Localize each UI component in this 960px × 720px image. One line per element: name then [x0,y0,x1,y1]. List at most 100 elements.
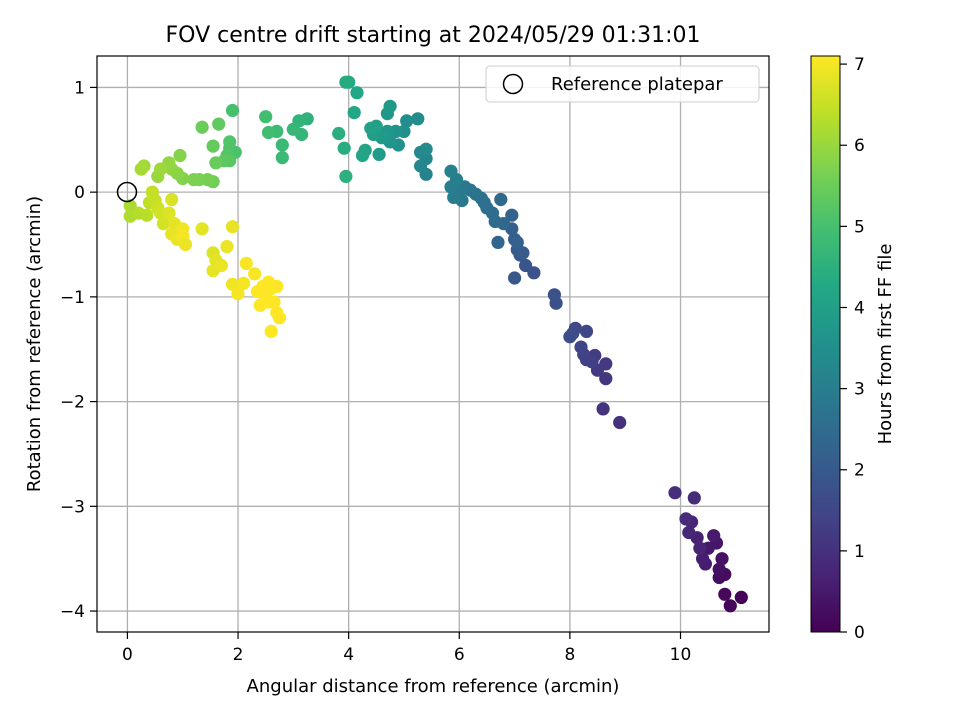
y-tick-label: −3 [60,497,85,517]
colorbar-tick-label: 2 [854,461,865,481]
colorbar-tick-label: 4 [854,298,865,318]
colorbar-tick-label: 5 [854,217,865,237]
data-point [187,173,201,187]
data-point [178,237,193,252]
colorbar-tick-label: 0 [854,623,865,643]
colorbar-tick-label: 6 [854,136,865,156]
grid-lines [97,56,769,632]
data-point [209,156,223,170]
data-point [668,486,682,500]
legend: Reference platepar [485,65,760,103]
data-point [220,240,234,254]
colorbar-tick-label: 3 [854,380,865,400]
data-point [547,288,562,302]
data-point [383,99,397,113]
x-tick-label: 0 [122,645,133,665]
data-point [355,148,370,163]
y-tick-label: −1 [60,288,85,308]
y-tick-label: −4 [60,602,85,622]
data-point [712,562,726,576]
data-point [225,220,240,234]
data-point [165,192,179,207]
data-point [212,117,226,131]
data-point [173,148,187,163]
colorbar-tick-label: 7 [854,55,865,75]
reference-point-marker [116,181,138,203]
data-point [400,114,414,128]
chart-title: FOV centre drift starting at 2024/05/29 … [166,23,701,48]
data-point [248,267,262,281]
x-tick-label: 10 [670,645,692,665]
data-point [414,159,428,173]
data-point [491,235,505,249]
data-point [264,324,278,338]
data-point [214,258,228,273]
data-point [239,256,253,270]
data-point [682,525,696,540]
scatter-points [123,75,748,613]
data-point [223,135,237,149]
data-point [679,512,693,526]
data-point [364,121,378,135]
x-tick-label: 4 [343,645,354,665]
data-point [494,192,508,207]
y-axis-label: Rotation from reference (arcmin) [24,196,45,492]
y-tick-label: −2 [60,393,85,413]
x-tick-label: 6 [454,645,465,665]
data-point [162,206,176,220]
data-point [195,222,209,236]
x-tick-label: 8 [564,645,575,665]
data-point [339,75,353,89]
data-point [715,552,729,566]
data-point [510,235,524,249]
data-point [286,122,300,136]
data-point [350,86,364,100]
data-point [613,415,627,430]
data-point [332,126,346,141]
legend-box [485,65,760,103]
data-point [516,246,530,260]
data-point [275,151,289,165]
data-point [723,599,737,613]
data-point [195,120,209,134]
x-axis-ticks: 0 2 4 6 8 10 [122,632,691,665]
data-point [347,106,361,120]
plot-frame [96,55,770,633]
data-point [734,590,748,605]
data-point [563,330,577,344]
data-point [696,552,710,566]
data-point [596,402,610,416]
data-point [134,162,148,176]
colorbar [810,55,841,633]
x-axis-label: Angular distance from reference (arcmin) [247,676,620,697]
data-point [687,491,701,505]
y-tick-label: 0 [74,183,85,203]
y-axis-ticks: 1 0 −1 −2 −3 −4 [60,78,97,622]
data-point [140,208,154,222]
data-point [574,340,588,354]
colorbar-label: Hours from first FF file [875,244,896,445]
data-point [259,110,273,124]
data-point [237,276,251,290]
data-point [579,324,594,338]
data-point [156,217,170,231]
data-point [599,372,613,386]
data-point [411,112,425,126]
data-point [447,190,461,204]
data-point [261,275,276,289]
data-point [693,541,707,555]
data-point [707,529,721,543]
x-tick-label: 2 [233,645,244,665]
data-point [372,147,386,161]
data-point [267,295,281,309]
data-point [275,138,289,152]
data-point [261,125,276,140]
colorbar-tick-label: 1 [854,542,865,562]
data-point [154,162,168,176]
data-point [225,103,240,118]
data-point [519,258,533,273]
data-point [231,287,245,301]
data-point [507,271,522,285]
data-point [505,208,519,222]
legend-marker [502,73,524,95]
